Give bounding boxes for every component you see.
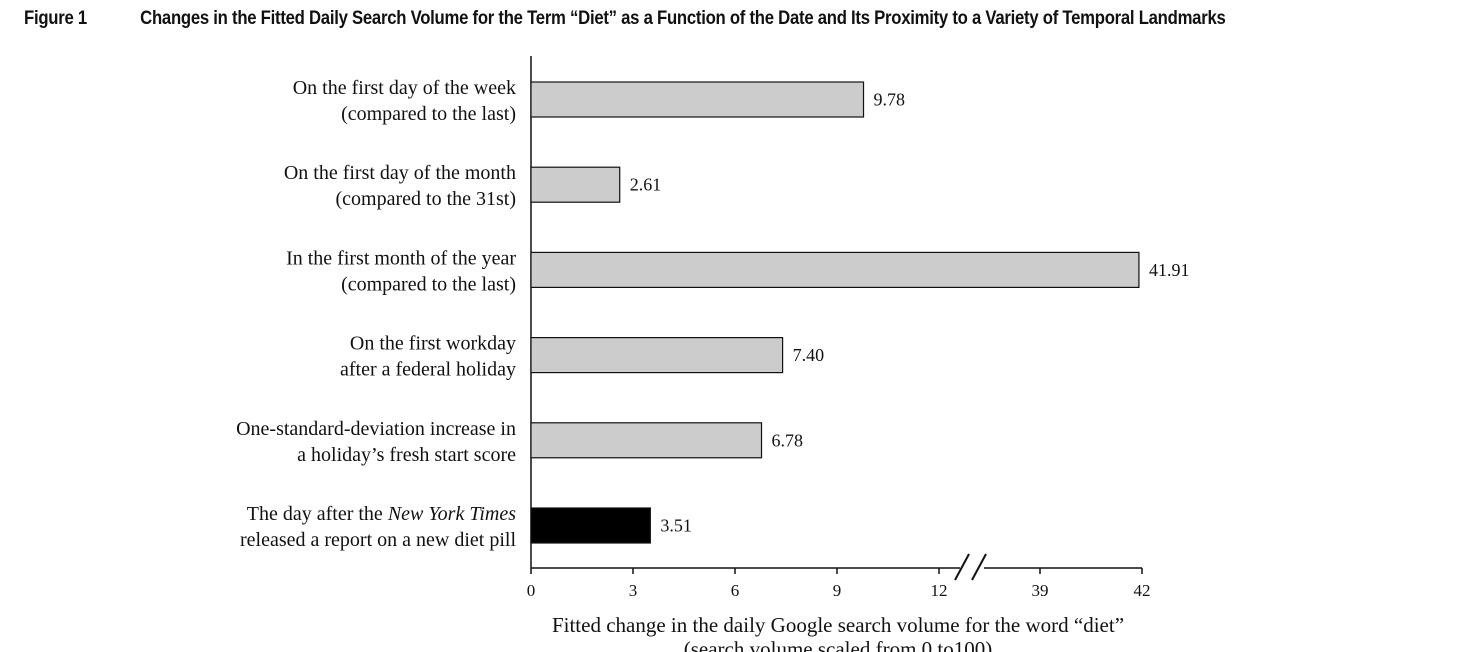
category-label-part: In the first month of the year bbox=[286, 247, 516, 269]
bar bbox=[530, 251, 1140, 288]
x-tick-label: 42 bbox=[1134, 581, 1151, 600]
bar-value-label: 9.78 bbox=[874, 90, 906, 110]
bar bbox=[530, 422, 763, 459]
category-label: (compared to the last) bbox=[341, 273, 516, 295]
category-label-part: On the first workday bbox=[350, 333, 516, 355]
category-label-part: New York Times bbox=[387, 503, 516, 525]
category-label: after a federal holiday bbox=[340, 359, 516, 381]
category-label-part: On the first day of the month bbox=[284, 162, 516, 184]
x-tick-label: 6 bbox=[731, 581, 740, 600]
x-tick-label: 9 bbox=[833, 581, 842, 600]
category-label-part: The day after the bbox=[247, 503, 388, 525]
category-label-part: (compared to the 31st) bbox=[336, 188, 517, 210]
bar bbox=[530, 337, 784, 374]
x-tick-label: 0 bbox=[527, 581, 536, 600]
category-label: On the first day of the month bbox=[284, 162, 516, 184]
bar-value-label: 41.91 bbox=[1149, 260, 1190, 280]
bar bbox=[530, 166, 621, 203]
bar-value-label: 2.61 bbox=[630, 175, 662, 195]
category-label-part: (compared to the last) bbox=[341, 103, 516, 125]
axis-break-mark bbox=[954, 553, 970, 581]
category-label: a holiday’s fresh start score bbox=[297, 444, 516, 466]
category-label-part: On the first day of the week bbox=[293, 77, 516, 99]
bar bbox=[530, 507, 651, 544]
x-tick-label: 3 bbox=[629, 581, 638, 600]
category-label-part: (compared to the last) bbox=[341, 273, 516, 295]
category-label: (compared to the 31st) bbox=[336, 188, 517, 210]
figure-title-text: Changes in the Fitted Daily Search Volum… bbox=[140, 8, 1226, 29]
category-label: In the first month of the year bbox=[286, 247, 516, 269]
bar bbox=[530, 81, 865, 118]
x-axis-title: (search volume scaled from 0 to100) bbox=[684, 637, 992, 652]
category-label-part: a holiday’s fresh start score bbox=[297, 444, 516, 466]
bar-value-label: 3.51 bbox=[660, 516, 692, 536]
figure-label: Figure 1 bbox=[24, 8, 87, 29]
category-label-part: One-standard-deviation increase in bbox=[236, 418, 516, 440]
category-label: (compared to the last) bbox=[341, 103, 516, 125]
category-label: On the first workday bbox=[350, 333, 516, 355]
category-label: released a report on a new diet pill bbox=[240, 529, 516, 551]
figure-title: Figure 1 Changes in the Fitted Daily Sear… bbox=[24, 8, 1282, 30]
category-label: One-standard-deviation increase in bbox=[236, 418, 516, 440]
x-tick-label: 12 bbox=[931, 581, 948, 600]
category-label: On the first day of the week bbox=[293, 77, 516, 99]
axis-break-mark bbox=[971, 553, 987, 581]
x-axis-title: Fitted change in the daily Google search… bbox=[552, 613, 1124, 637]
category-label-part: released a report on a new diet pill bbox=[240, 529, 516, 551]
category-label-part: after a federal holiday bbox=[340, 359, 516, 381]
bar-value-label: 6.78 bbox=[772, 430, 804, 450]
category-label: The day after the New York Times bbox=[247, 503, 516, 525]
bar-value-label: 7.40 bbox=[793, 345, 825, 365]
x-tick-label: 39 bbox=[1032, 581, 1049, 600]
